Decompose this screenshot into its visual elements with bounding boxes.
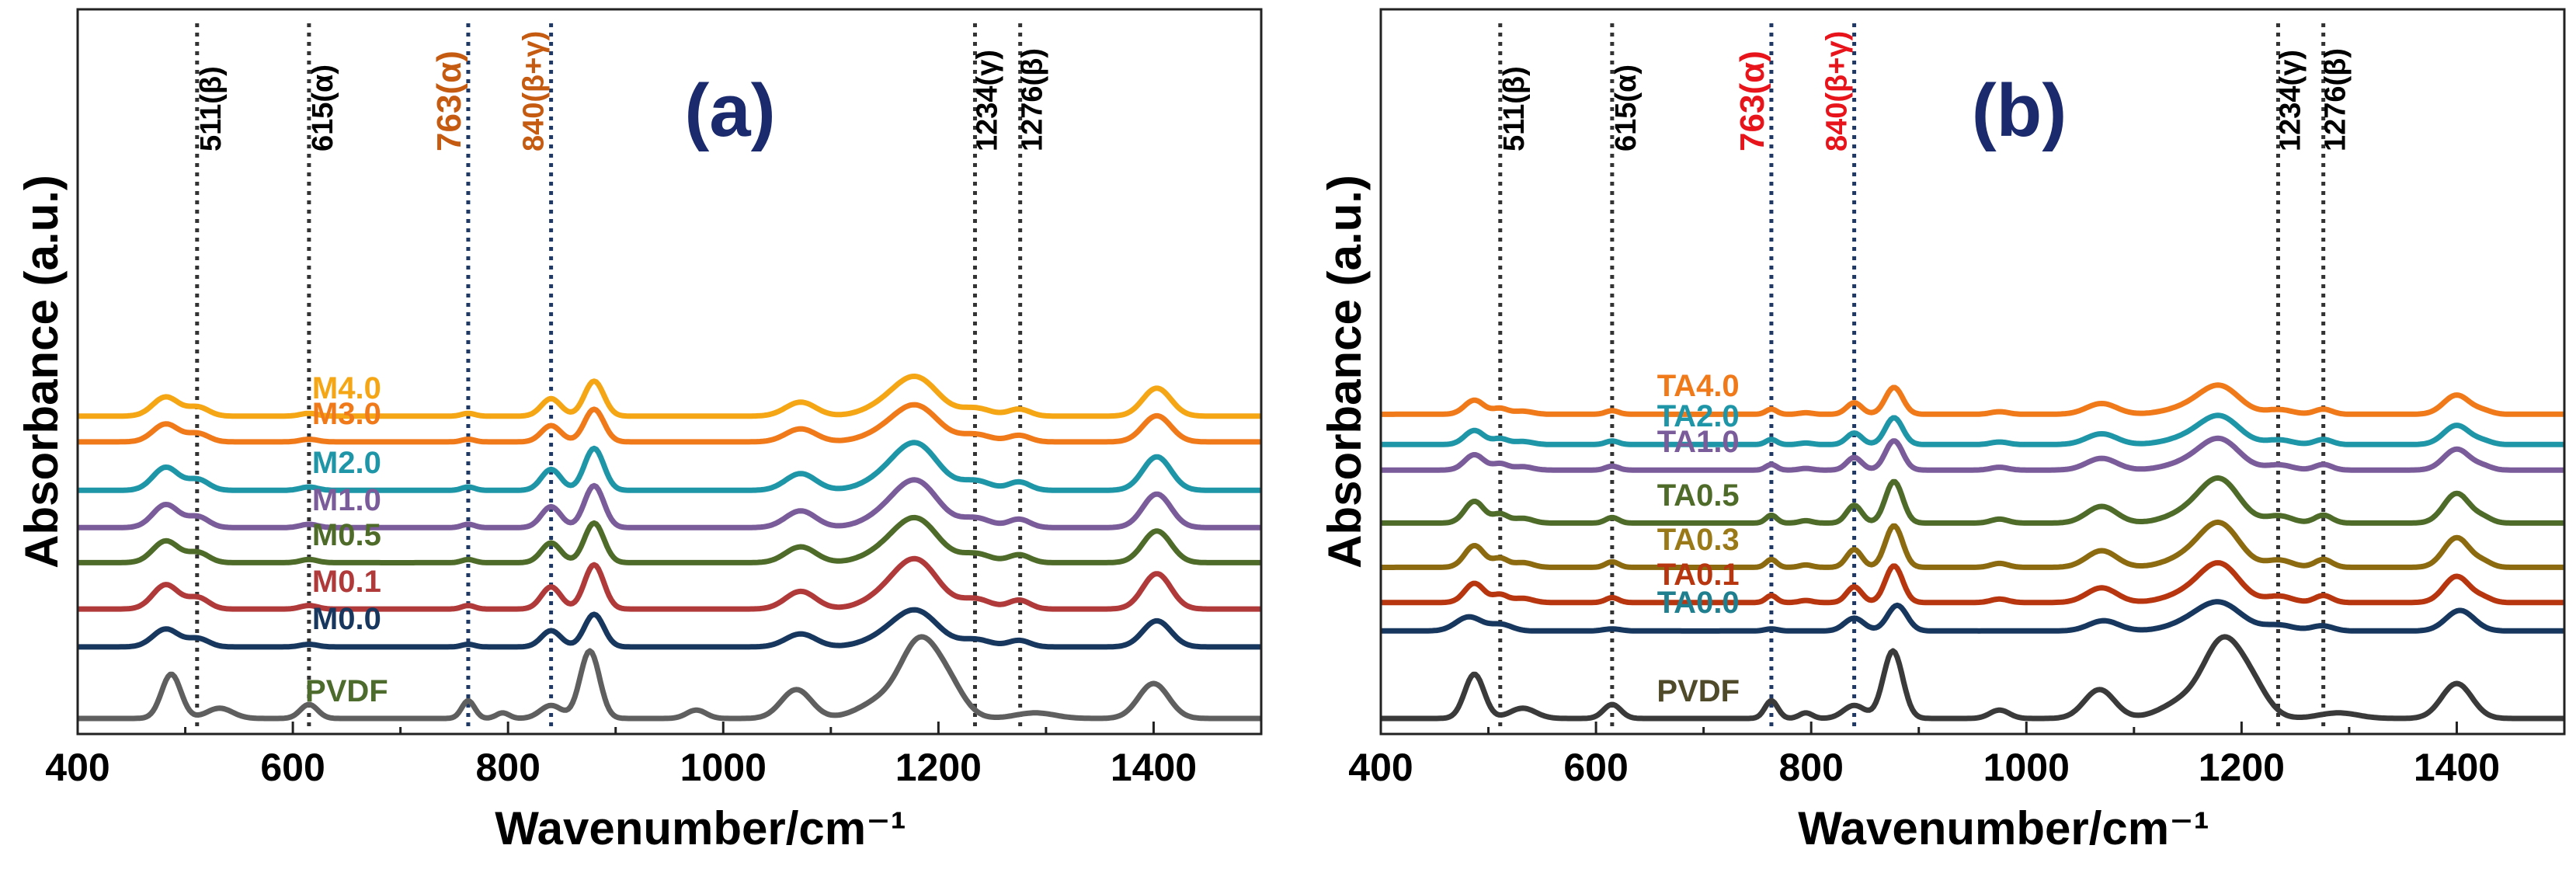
series-label: M3.0 (312, 397, 381, 431)
x-tick-label: 1000 (680, 746, 767, 789)
series-label: M0.1 (312, 565, 381, 599)
spectrum-ta0-3 (1380, 519, 2565, 570)
x-tick-label: 1000 (1983, 746, 2070, 789)
peak-label-840: 840(β+γ) (518, 31, 551, 151)
peak-label-1276: 1276(β) (2320, 48, 2352, 151)
spectrum-m0-1 (77, 555, 1262, 612)
series-labels: PVDF M0.0M0.1 M0.5M1.0M2.0 M3.0M4.0 (305, 371, 388, 708)
series-label: M0.0 (312, 602, 381, 636)
series-label: M1.0 (312, 483, 381, 517)
series-label: TA1.0 (1657, 425, 1740, 459)
peak-label-615: 615(α) (1610, 64, 1643, 151)
plot-frame (76, 8, 1263, 736)
peak-lines (195, 23, 1023, 731)
x-tick-label: 600 (260, 746, 325, 789)
peak-label-763: 763(α) (430, 50, 468, 151)
x-axis: 400 600 800 1000 1200 1400 (45, 722, 1263, 789)
series-label: TA0.1 (1657, 558, 1740, 592)
spectrum-m3-0 (77, 402, 1262, 445)
spectrum-ta0-0 (1380, 599, 2565, 634)
panel-label: (a) (684, 69, 775, 152)
x-tick-label: 1200 (2199, 746, 2285, 789)
x-tick-label: 800 (475, 746, 540, 789)
spectrum-m2-0 (77, 440, 1262, 493)
x-tick-label: 1200 (895, 746, 982, 789)
peak-label-1276: 1276(β) (1017, 48, 1049, 151)
peak-label-511: 511(β) (1498, 66, 1531, 151)
peak-label-615: 615(α) (307, 64, 339, 151)
series-label: M2.0 (312, 446, 381, 480)
spectrum-pvdf (77, 634, 1262, 722)
y-axis-label: Absorbance (a.u.) (16, 175, 68, 569)
peak-labels: 511(β) 615(α) 763(α) 840(β+γ) 1234(γ) 1276(β) (1498, 31, 2352, 151)
peak-lines (1498, 23, 2326, 731)
panel-label: (b) (1972, 69, 2067, 152)
x-tick-label: 400 (45, 746, 110, 789)
series-label: TA0.0 (1657, 586, 1740, 620)
series-label: TA0.5 (1657, 478, 1740, 513)
series-label: TA4.0 (1657, 369, 1740, 403)
series-label: M4.0 (312, 371, 381, 405)
spectrum-m1-0 (77, 477, 1262, 530)
series-label: M0.5 (312, 518, 381, 552)
peak-label-511: 511(β) (195, 66, 228, 151)
spectrum-m4-0 (77, 374, 1262, 419)
spectra (77, 374, 1262, 722)
peak-label-1234: 1234(γ) (971, 50, 1003, 151)
peak-label-1234: 1234(γ) (2274, 50, 2307, 151)
peak-label-840: 840(β+γ) (1821, 31, 1854, 151)
spectrum-m0-5 (77, 514, 1262, 565)
x-axis-label: Wavenumber/cm⁻¹ (495, 802, 906, 854)
x-tick-label: 1400 (2414, 746, 2500, 789)
plot-frame (1379, 8, 2566, 736)
spectrum-pvdf (1380, 634, 2565, 722)
x-tick-label: 600 (1563, 746, 1628, 789)
x-axis: 400 600 800 1000 1200 1400 (1348, 722, 2566, 789)
series-label: TA2.0 (1657, 399, 1740, 433)
x-tick-label: 800 (1778, 746, 1843, 789)
x-tick-label: 400 (1348, 746, 1413, 789)
spectra (1380, 382, 2565, 722)
spectrum-ta1-0 (1380, 435, 2565, 473)
spectrum-ta0-5 (1380, 475, 2565, 526)
series-label: TA0.3 (1657, 523, 1740, 557)
peak-label-763: 763(α) (1733, 50, 1771, 151)
spectrum-ta0-1 (1380, 560, 2565, 606)
spectrum-m0-0 (77, 607, 1262, 650)
peak-labels: 511(β) 615(α) 763(α) 840(β+γ) 1234(γ) 1276(β) (195, 31, 1049, 151)
spectrum-ta2-0 (1380, 412, 2565, 447)
panel-a: PVDF M0.0M0.1 M0.5M1.0M2.0 M3.0M4.0 511(β) 61… (16, 8, 1263, 854)
series-label: PVDF (1656, 674, 1740, 708)
y-axis-label: Absorbance (a.u.) (1319, 175, 1371, 569)
spectrum-ta4-0 (1380, 382, 2565, 417)
series-label: PVDF (305, 674, 388, 708)
x-tick-label: 1400 (1111, 746, 1197, 789)
x-axis-label: Wavenumber/cm⁻¹ (1798, 802, 2209, 854)
